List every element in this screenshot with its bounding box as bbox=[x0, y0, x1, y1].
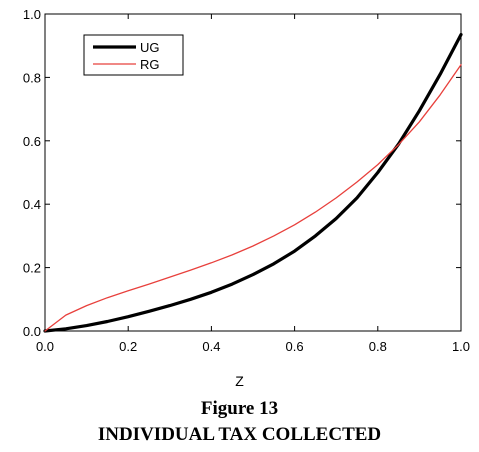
x-tick-label: 0.8 bbox=[369, 339, 387, 354]
y-tick-label: 0.8 bbox=[23, 70, 41, 85]
y-tick-label: 0.0 bbox=[23, 324, 41, 339]
chart-axes: 0.0 0.2 0.4 0.6 0.8 1.0 0.0 0.2 0.4 0.6 0.8 1.0 bbox=[23, 7, 470, 354]
y-tick-label: 1.0 bbox=[23, 7, 41, 22]
x-tick-label: 0.6 bbox=[286, 339, 304, 354]
legend-label-ug: UG bbox=[140, 40, 160, 55]
legend-box bbox=[83, 34, 184, 76]
x-tick-label: 0.0 bbox=[36, 339, 54, 354]
line-chart: 0.0 0.2 0.4 0.6 0.8 1.0 0.0 0.2 0.4 0.6 0.8 1.0 UG R… bbox=[23, 7, 470, 354]
chart-series bbox=[43, 33, 463, 333]
plot-frame bbox=[44, 13, 462, 332]
x-tick-label: 1.0 bbox=[452, 339, 470, 354]
x-axis-label: Z bbox=[235, 373, 244, 389]
y-tick-label: 0.2 bbox=[23, 261, 41, 276]
series-line-ug bbox=[43, 33, 463, 333]
y-tick-label: 0.6 bbox=[23, 134, 41, 149]
y-tick-label: 0.4 bbox=[23, 197, 41, 212]
figure-title: INDIVIDUAL TAX COLLECTED bbox=[97, 424, 382, 445]
series-line-rg bbox=[44, 64, 462, 332]
chart-legend: UG RG bbox=[83, 34, 184, 76]
x-tick-label: 0.4 bbox=[202, 339, 220, 354]
legend-label-rg: RG bbox=[140, 57, 160, 72]
x-tick-label: 0.2 bbox=[119, 339, 137, 354]
figure-number: Figure 13 bbox=[200, 398, 279, 419]
